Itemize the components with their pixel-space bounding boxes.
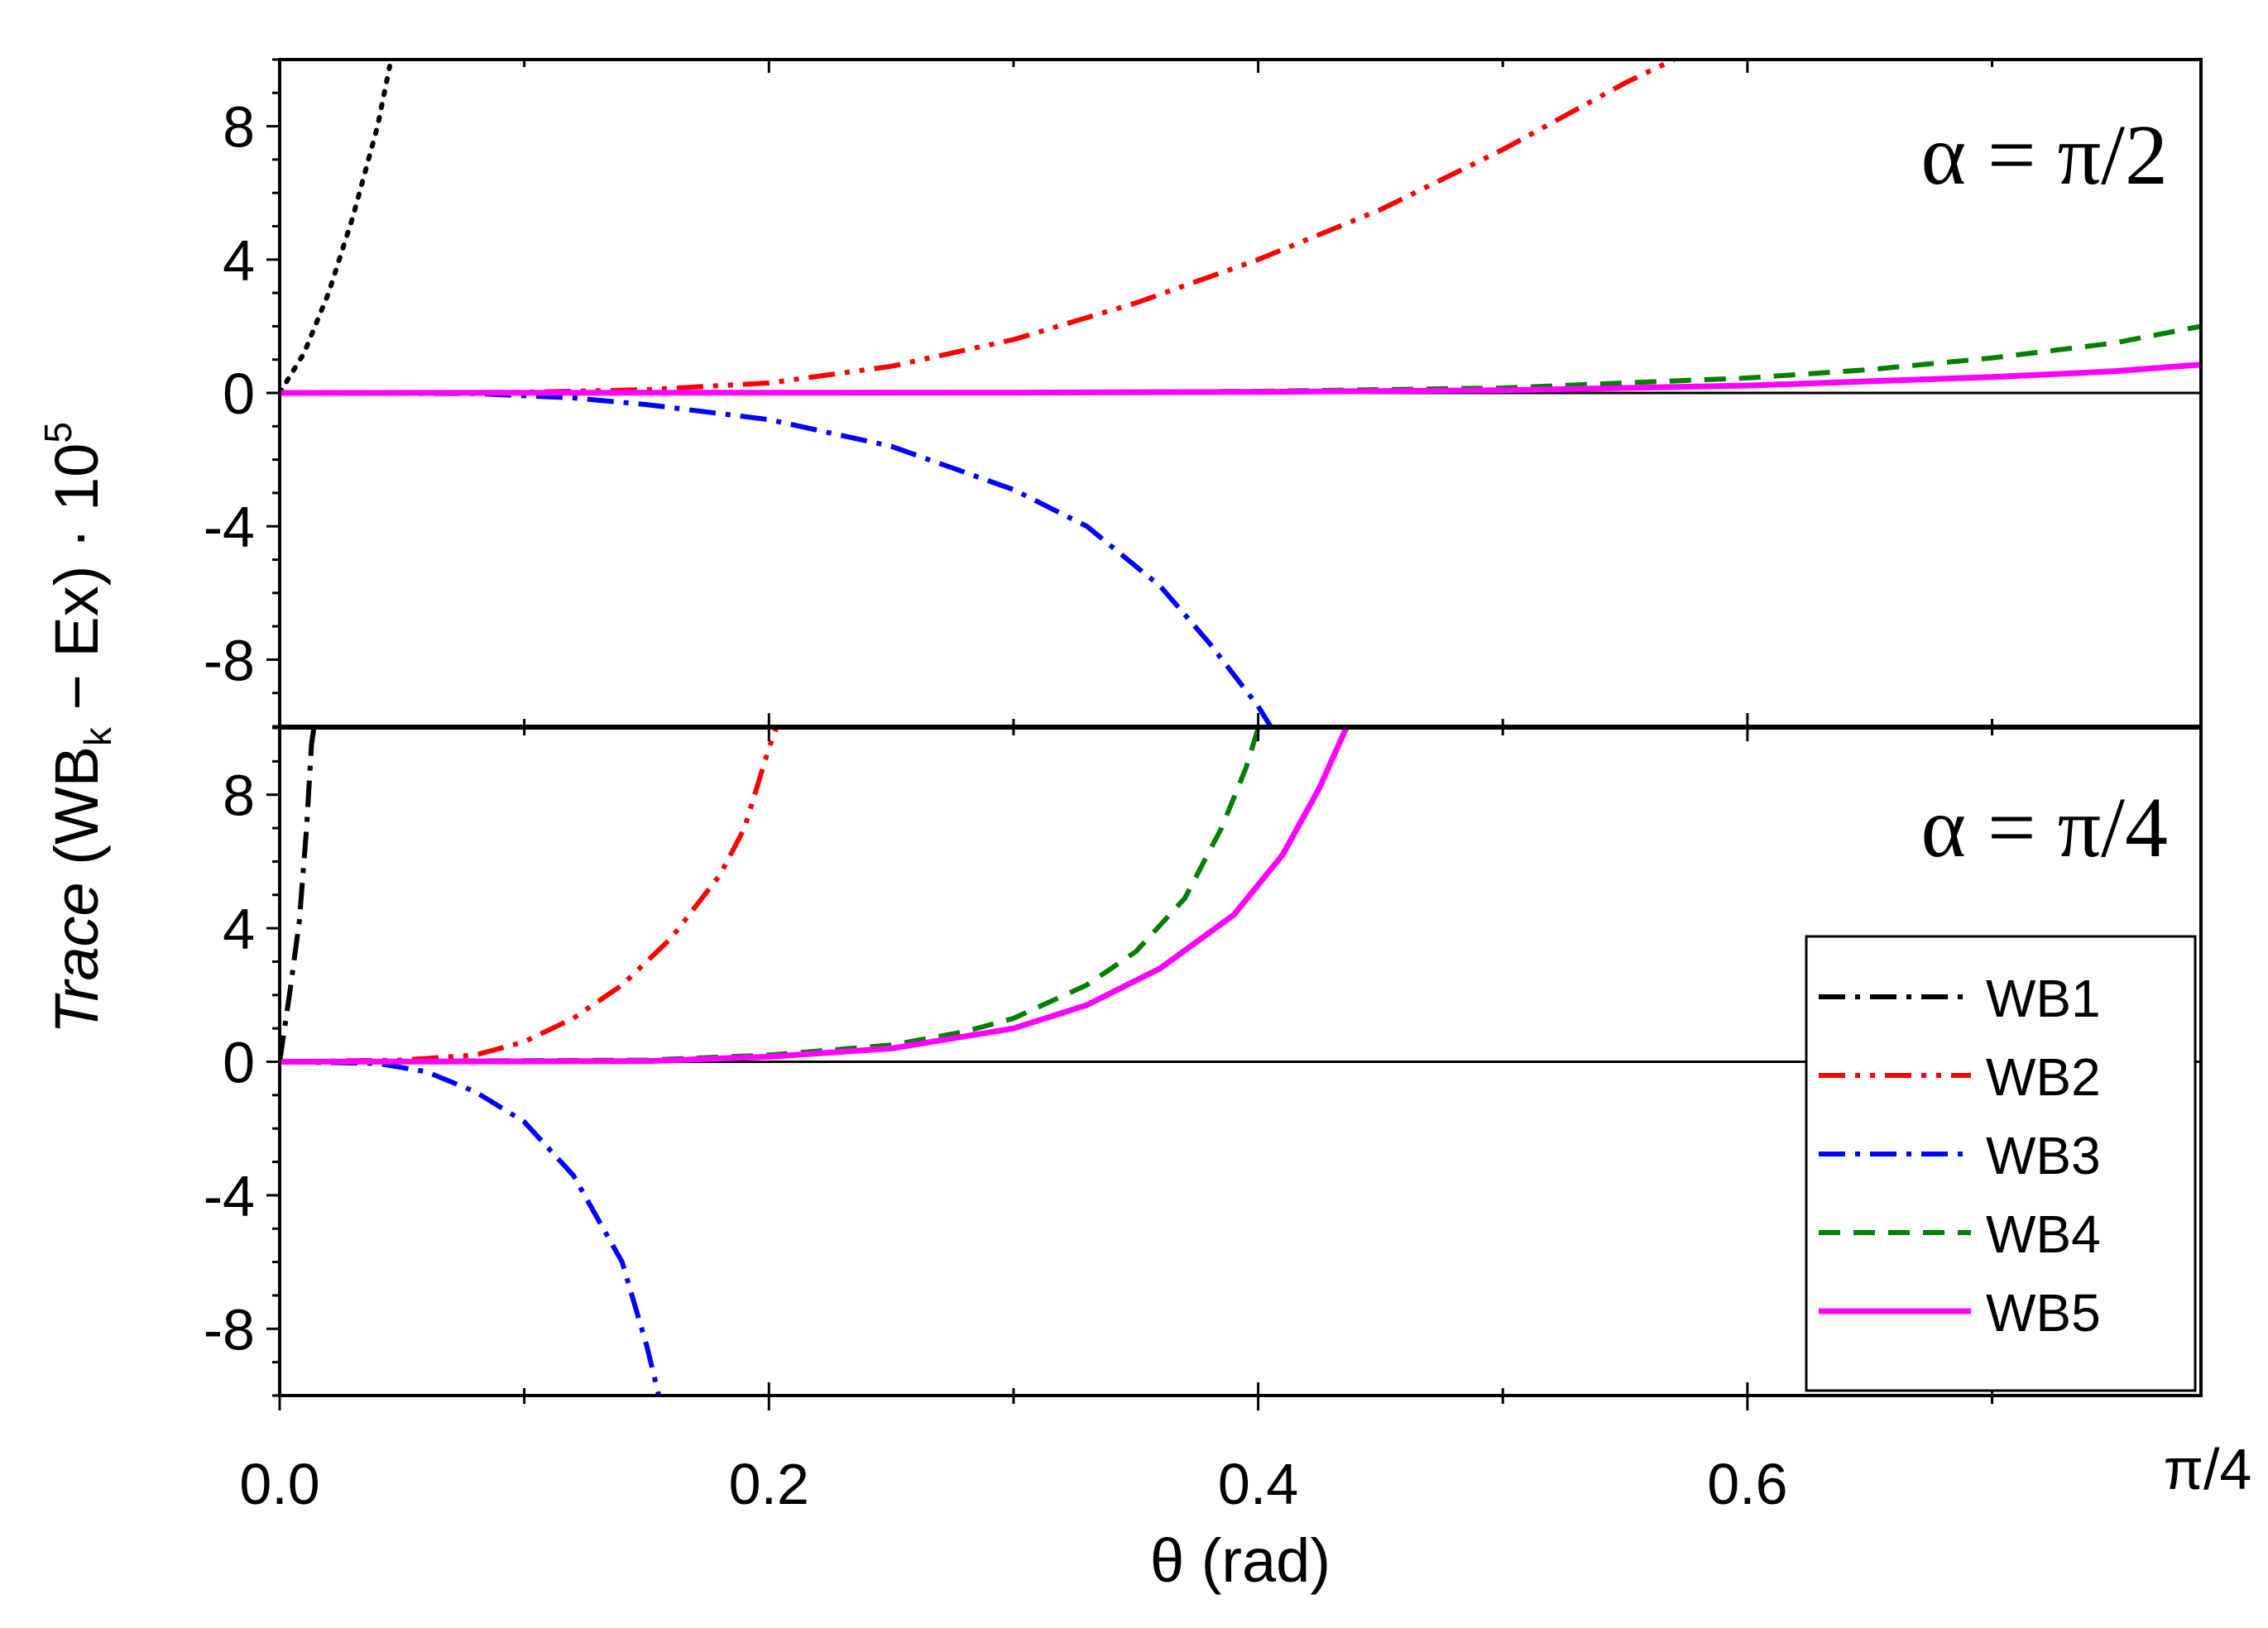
legend-label-wb1: WB1: [1986, 969, 2101, 1028]
y-tick-label: -8: [204, 1297, 255, 1362]
x-tick-label: 0.4: [1218, 1452, 1298, 1516]
y-tick-label: 0: [223, 1031, 255, 1095]
series-wb4-line: [280, 728, 1261, 1065]
x-tick-label: 0.6: [1707, 1452, 1787, 1516]
legend-box: [1805, 935, 2197, 1392]
y-axis-title-superscript: 5: [36, 422, 79, 443]
bottom-panel-label: α = π/4: [1920, 780, 2168, 875]
series-wb5-line: [280, 728, 1350, 1065]
axis-ticks: 8 4 0 -4 -8 8 4 0 -4 -8 0.0 0.2 0.4 0.6 π/4: [204, 58, 2252, 1516]
svg-text:Trace (WBk − Ex) · 105: Trace (WBk − Ex) · 105: [36, 422, 119, 1034]
y-axis-title-italic: Trace: [42, 882, 111, 1034]
y-tick-label: 8: [223, 95, 255, 160]
series-wb2-line: [280, 60, 1676, 395]
y-tick-label: 0: [223, 362, 255, 426]
x-tick-label: 0.0: [239, 1452, 319, 1516]
x-tick-label: π/4: [2164, 1437, 2252, 1501]
series-wb1-line: [280, 64, 392, 395]
legend-label-wb4: WB4: [1986, 1204, 2101, 1264]
legend-label-wb5: WB5: [1986, 1283, 2101, 1343]
series-wb1-line: [280, 728, 317, 1062]
top-panel-series: [280, 60, 2201, 726]
x-tick-label: 0.2: [729, 1452, 809, 1516]
legend-label-wb2: WB2: [1986, 1047, 2101, 1107]
y-axis-title-mid: − Ex) · 10: [42, 443, 111, 727]
series-wb3-line: [280, 390, 1273, 726]
y-axis-title-main: (WB: [42, 746, 111, 882]
y-tick-label: 4: [223, 228, 255, 293]
y-tick-label: -4: [204, 495, 255, 559]
y-tick-label: -4: [204, 1164, 255, 1228]
y-tick-label: 4: [223, 897, 255, 961]
legend-label-wb3: WB3: [1986, 1126, 2101, 1185]
legend: WB1 WB2 WB3 WB4 WB5: [1805, 935, 2197, 1392]
y-tick-label: -8: [204, 628, 255, 692]
y-axis-title: Trace (WBk − Ex) · 105: [36, 422, 119, 1034]
bottom-panel-series: [280, 728, 1350, 1396]
series-wb2-line: [280, 728, 779, 1065]
series-wb3-line: [280, 1059, 662, 1396]
x-axis-title: θ (rad): [1150, 1526, 1331, 1595]
top-panel-label: α = π/2: [1920, 108, 2168, 203]
y-tick-label: 8: [223, 764, 255, 828]
series-wb4-line: [280, 323, 2201, 395]
y-axis-title-subscript: k: [76, 726, 119, 746]
series-wb5-line: [280, 362, 2201, 396]
